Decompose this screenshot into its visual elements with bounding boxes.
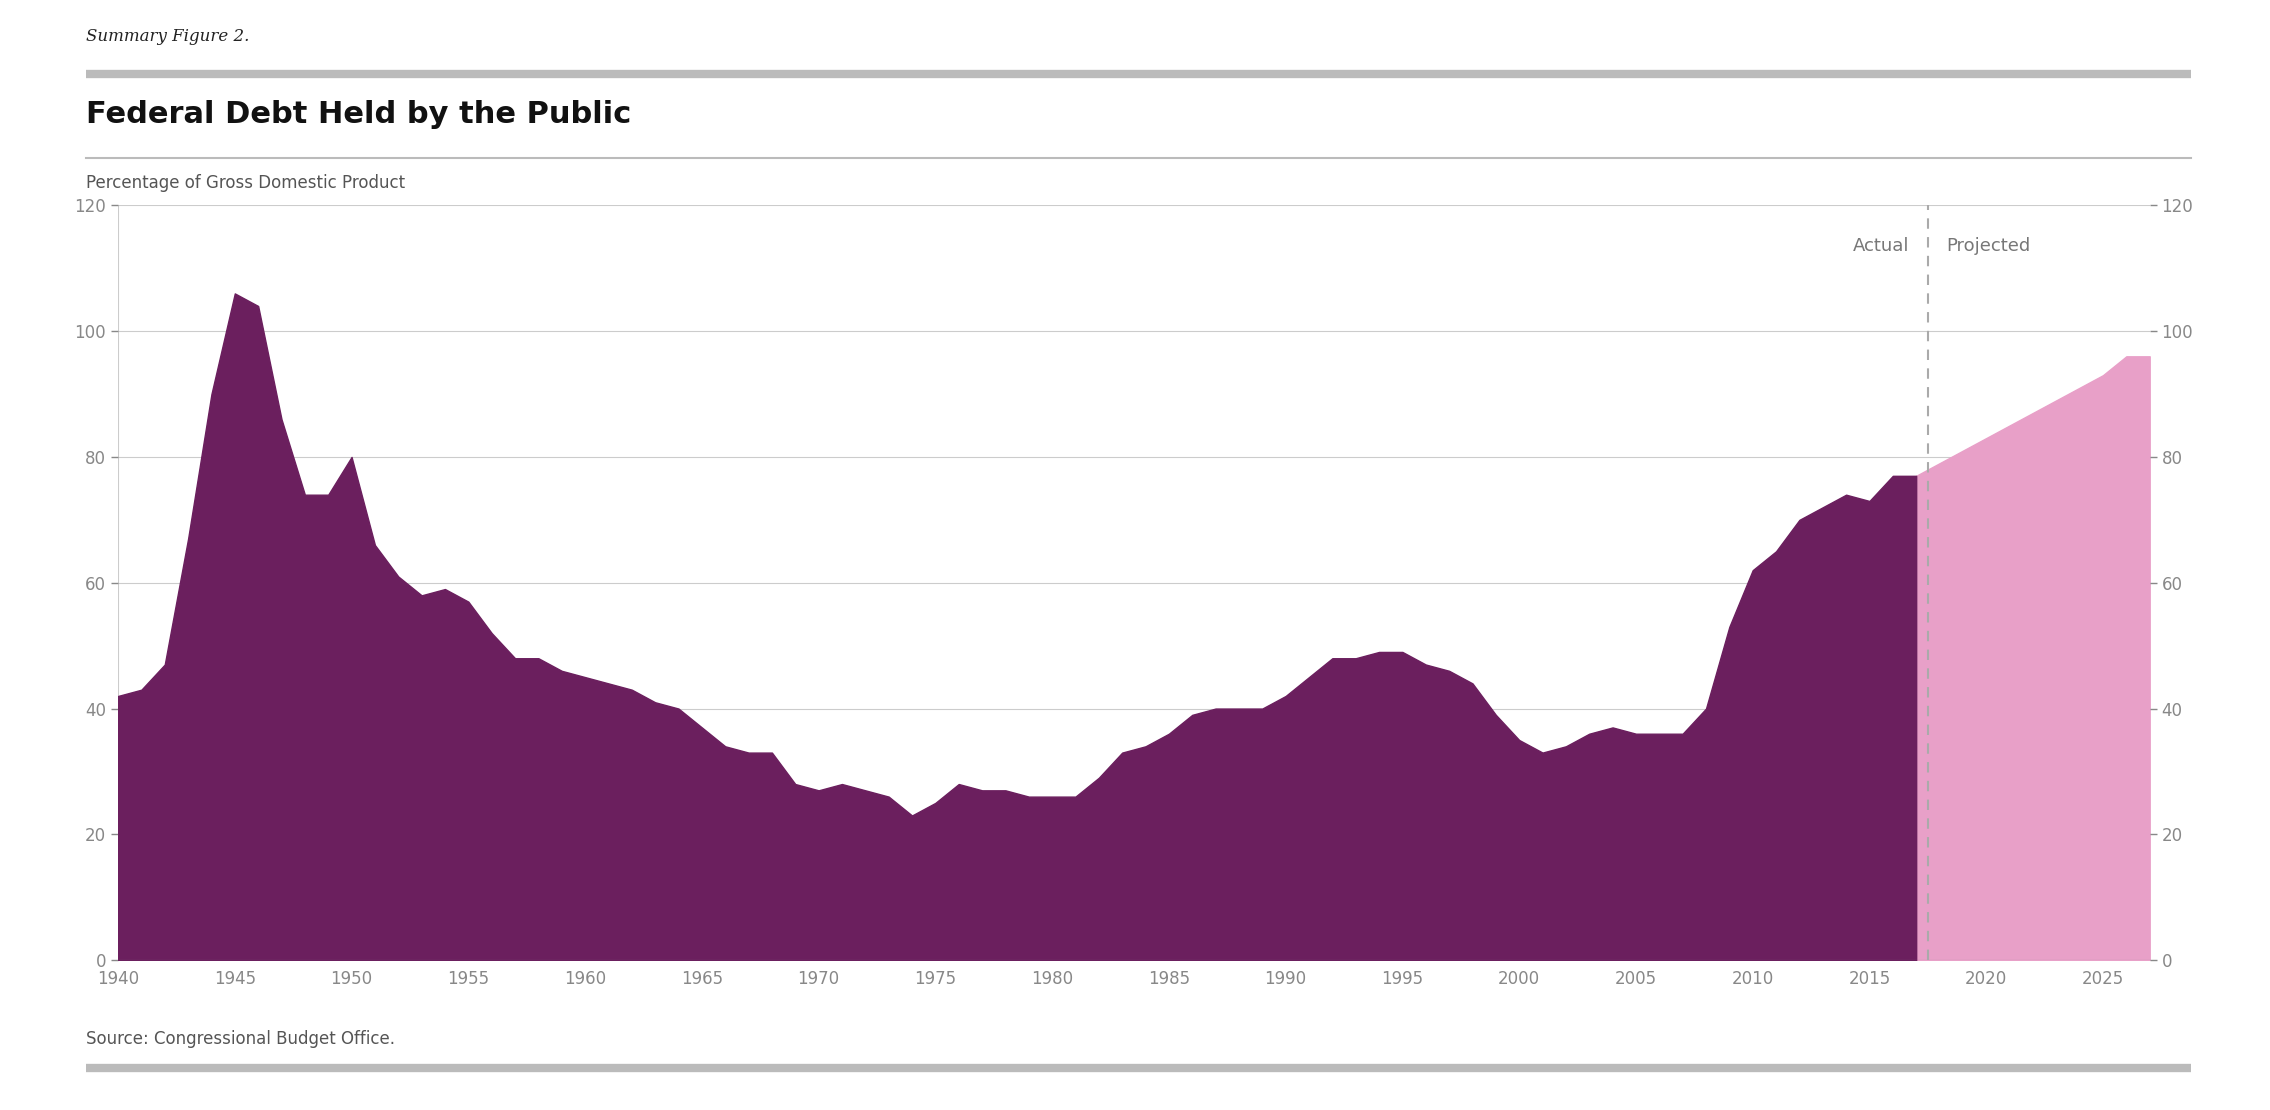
Text: Source: Congressional Budget Office.: Source: Congressional Budget Office. — [86, 1030, 395, 1048]
Text: Projected: Projected — [1948, 236, 2032, 255]
Text: Actual: Actual — [1852, 236, 1909, 255]
Text: Federal Debt Held by the Public: Federal Debt Held by the Public — [86, 100, 631, 129]
Text: Summary Figure 2.: Summary Figure 2. — [86, 28, 250, 44]
Text: Percentage of Gross Domestic Product: Percentage of Gross Domestic Product — [86, 174, 406, 192]
